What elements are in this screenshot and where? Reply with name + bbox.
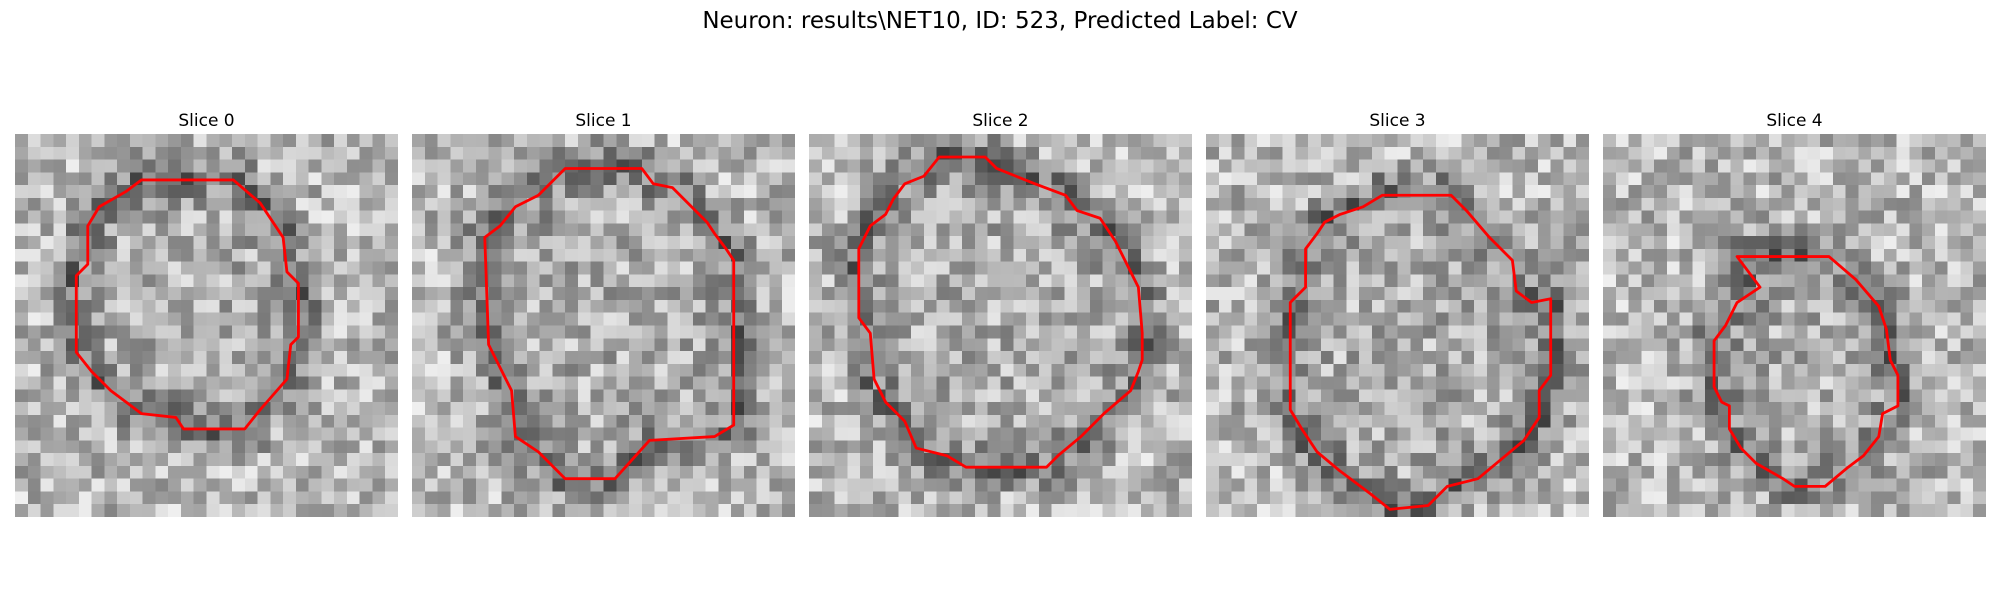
slice-title: Slice 2 bbox=[972, 111, 1029, 131]
slice-title: Slice 3 bbox=[1369, 111, 1426, 131]
segmentation-contour bbox=[483, 167, 736, 481]
slice-panel-1: Slice 1 bbox=[412, 108, 795, 517]
slice-image bbox=[15, 134, 398, 517]
slice-panel-3: Slice 3 bbox=[1206, 108, 1589, 517]
segmentation-contour bbox=[1712, 255, 1900, 488]
slice-panel-4: Slice 4 bbox=[1603, 108, 1986, 517]
slice-panel-0: Slice 0 bbox=[15, 108, 398, 517]
slice-image bbox=[412, 134, 795, 517]
slice-image bbox=[809, 134, 1192, 517]
slice-image bbox=[1206, 134, 1589, 517]
segmentation-contour bbox=[1288, 193, 1553, 511]
figure-title: Neuron: results\NET10, ID: 523, Predicte… bbox=[702, 8, 1298, 34]
segmentation-contour bbox=[857, 155, 1144, 469]
slice-title: Slice 1 bbox=[575, 111, 632, 131]
slice-image bbox=[1603, 134, 1986, 517]
slice-title: Slice 0 bbox=[178, 111, 235, 131]
slice-panel-2: Slice 2 bbox=[809, 108, 1192, 517]
slice-title: Slice 4 bbox=[1766, 111, 1823, 131]
segmentation-contour bbox=[74, 178, 300, 431]
